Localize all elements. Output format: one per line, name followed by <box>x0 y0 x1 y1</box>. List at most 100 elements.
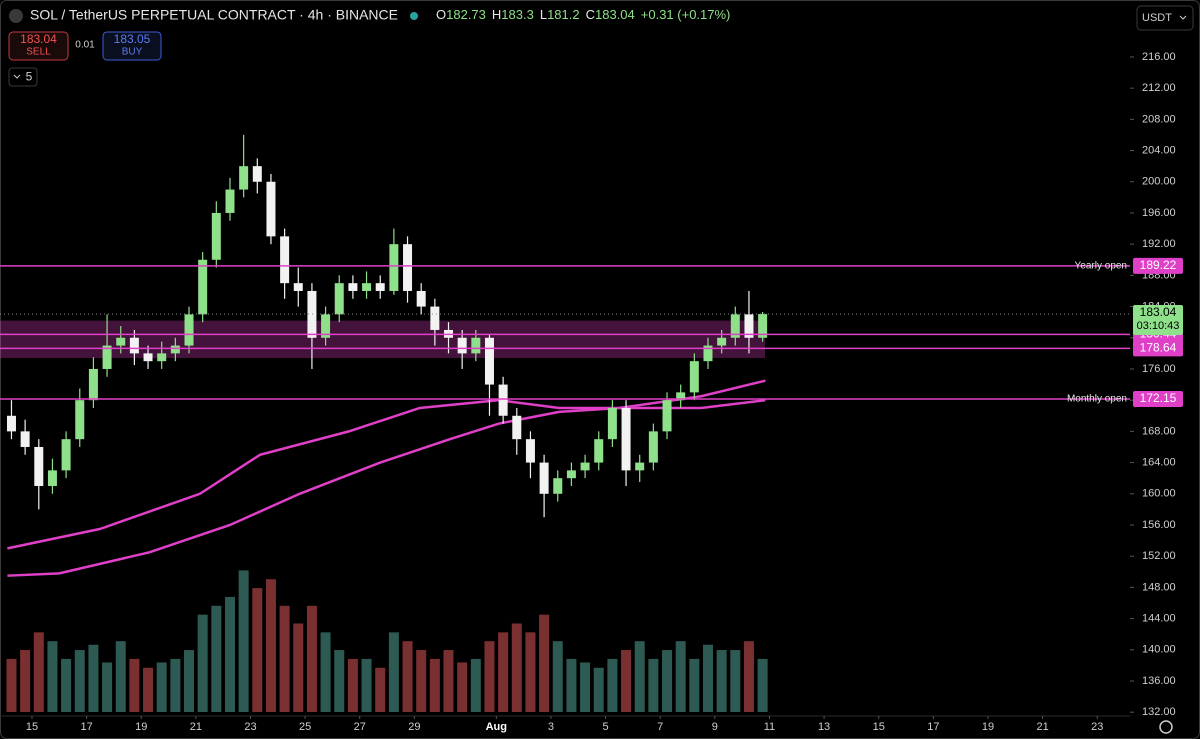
volume-bar <box>511 623 522 712</box>
volume-bar <box>74 650 85 712</box>
candle-body <box>198 259 208 315</box>
legend-key: C <box>586 7 595 22</box>
volume-bar <box>375 667 386 712</box>
volume-bar <box>47 641 58 712</box>
volume-bar <box>457 662 468 712</box>
volume-bar <box>170 658 181 712</box>
candle-body <box>580 462 590 471</box>
candle-body <box>61 439 71 471</box>
volume-bar <box>197 614 208 712</box>
candle-body <box>239 166 249 190</box>
chevron <box>1179 15 1187 20</box>
volume-bar <box>498 632 509 712</box>
ohlc-legend: O182.73 H183.3 L181.2 C183.04 +0.31 (+0.17%) <box>436 7 730 22</box>
volume-bar <box>211 605 222 712</box>
buy-label: BUY <box>122 47 143 58</box>
x-tick-label: 21 <box>1036 721 1048 733</box>
candle-body <box>102 345 112 369</box>
currency-button[interactable] <box>1136 5 1194 31</box>
y-tick-label: 140.00 <box>1142 644 1176 656</box>
sell-button[interactable] <box>8 31 69 61</box>
volume-bar <box>675 641 686 712</box>
volume-bar <box>115 641 126 712</box>
candle-body <box>334 283 344 315</box>
candle-body <box>635 462 645 471</box>
volume-bar <box>525 632 536 712</box>
volume-bar <box>429 658 440 712</box>
y-tick-label: 208.00 <box>1142 113 1176 125</box>
indicators-toggle[interactable] <box>8 67 38 87</box>
y-tick-label: 136.00 <box>1142 675 1176 687</box>
y-tick-label: 148.00 <box>1142 581 1176 593</box>
volume-bar <box>143 667 154 712</box>
settings-icon[interactable] <box>1159 720 1173 734</box>
candle-body <box>211 212 221 260</box>
x-tick-label: 29 <box>408 721 420 733</box>
volume-bar <box>129 658 140 712</box>
candle-body <box>471 337 481 354</box>
y-tick-label: 152.00 <box>1142 550 1176 562</box>
candle-body <box>20 431 30 447</box>
candle-body <box>758 314 768 338</box>
volume-bar <box>716 650 727 712</box>
candle-body <box>457 337 467 354</box>
x-tick-label: 15 <box>873 721 885 733</box>
candle-body <box>321 314 331 338</box>
x-tick-label: 27 <box>354 721 366 733</box>
y-tick-label: 196.00 <box>1142 207 1176 219</box>
candle-body <box>143 353 153 362</box>
volume-bar <box>689 658 700 712</box>
candle-body <box>252 166 262 182</box>
volume-bar <box>484 641 495 712</box>
x-tick-label: 23 <box>1091 721 1103 733</box>
volume-bar <box>730 650 741 712</box>
candle-body <box>676 392 686 401</box>
volume-bar <box>443 650 454 712</box>
level-price: 178.64 <box>1140 341 1177 355</box>
legend-key: O <box>436 7 446 22</box>
y-tick-label: 216.00 <box>1142 51 1176 63</box>
candle-body <box>348 283 358 291</box>
y-tick-label: 200.00 <box>1142 176 1176 188</box>
candle-body <box>689 361 699 393</box>
x-tick-label: 19 <box>135 721 147 733</box>
legend-value: 182.73 <box>446 7 486 22</box>
volume-bar <box>102 662 113 712</box>
candle-body <box>594 439 604 463</box>
x-tick-label: 23 <box>244 721 256 733</box>
moving-average <box>7 398 766 577</box>
x-tick-label: 17 <box>80 721 92 733</box>
volume-bar <box>293 623 304 712</box>
volume-bar <box>621 650 632 712</box>
candle-body <box>553 478 563 494</box>
volume-bar <box>416 650 427 712</box>
candle-body <box>484 337 494 385</box>
volume-bar <box>607 658 618 712</box>
candle-body <box>157 353 167 362</box>
volume-bar <box>224 596 235 712</box>
volume-bar <box>757 658 768 712</box>
candle-body <box>280 236 290 284</box>
level-tag <box>1133 340 1183 357</box>
y-tick-label: 144.00 <box>1142 612 1176 624</box>
candle-body <box>307 290 317 338</box>
candle-body <box>607 407 617 440</box>
buy-button[interactable] <box>102 31 162 61</box>
volume-bar <box>662 650 673 712</box>
legend-value: 183.04 <box>595 7 635 22</box>
y-tick-label: 160.00 <box>1142 488 1176 500</box>
candle-body <box>744 314 754 338</box>
y-tick-label: 164.00 <box>1142 456 1176 468</box>
level-price: 189.22 <box>1140 258 1177 272</box>
sell-label: SELL <box>26 47 51 58</box>
volume-bar <box>539 614 550 712</box>
volume-bar <box>306 605 317 712</box>
chart-title: SOL / TetherUS PERPETUAL CONTRACT · 4h ·… <box>30 7 398 23</box>
volume-bar <box>470 658 481 712</box>
y-tick-label: 132.00 <box>1142 706 1176 718</box>
volume-bar <box>566 658 577 712</box>
candle-body <box>129 337 139 354</box>
volume-bar <box>552 641 563 712</box>
y-tick-label: 156.00 <box>1142 519 1176 531</box>
